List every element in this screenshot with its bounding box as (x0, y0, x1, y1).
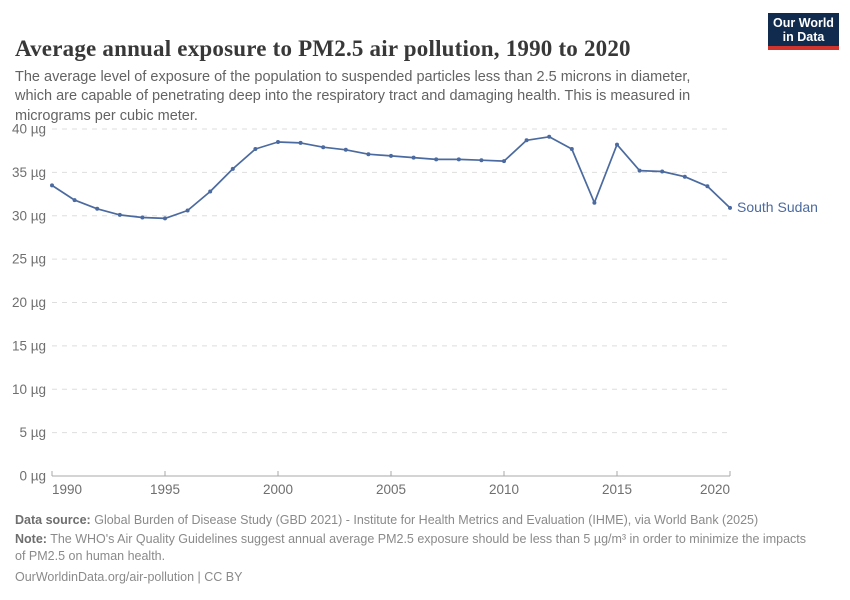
owid-logo-line2: in Data (782, 30, 825, 44)
data-point[interactable] (163, 216, 167, 221)
data-point[interactable] (298, 140, 303, 145)
data-point[interactable] (389, 153, 393, 158)
owid-logo-red-bar (768, 46, 839, 50)
data-point[interactable] (524, 138, 529, 143)
data-point[interactable] (637, 168, 642, 173)
data-point[interactable] (547, 134, 552, 139)
y-tick-label: 20 µg (12, 295, 46, 310)
data-point[interactable] (569, 147, 574, 151)
y-tick-label: 15 µg (12, 338, 46, 353)
x-tick-label: 2010 (489, 482, 519, 497)
data-point[interactable] (705, 184, 710, 189)
note-line: Note: The WHO's Air Quality Guidelines s… (15, 531, 815, 566)
data-point[interactable] (615, 142, 619, 147)
x-tick-label: 2015 (602, 482, 632, 497)
data-point[interactable] (276, 140, 280, 144)
data-point[interactable] (72, 198, 77, 203)
x-tick-label: 2000 (263, 482, 293, 497)
page-title: Average annual exposure to PM2.5 air pol… (15, 36, 631, 62)
data-point[interactable] (592, 200, 597, 205)
chart-subtitle: The average level of exposure of the pop… (15, 68, 691, 124)
data-point[interactable] (411, 155, 416, 160)
owid-logo-text: Our World in Data (768, 13, 839, 46)
y-tick-label: 0 µg (19, 469, 46, 484)
data-point[interactable] (208, 189, 213, 194)
y-tick-label: 10 µg (12, 382, 46, 397)
series-end-label: South Sudan (737, 199, 818, 215)
data-point[interactable] (321, 145, 326, 150)
data-source-text: Global Burden of Disease Study (GBD 2021… (94, 513, 759, 527)
y-tick-label: 30 µg (12, 208, 46, 223)
x-tick-label: 2005 (376, 482, 406, 497)
data-point[interactable] (140, 215, 145, 220)
note-label: Note: (15, 531, 47, 546)
data-source-label: Data source: (15, 513, 91, 527)
data-point[interactable] (366, 152, 371, 157)
data-point[interactable] (728, 205, 732, 210)
data-point[interactable] (434, 157, 439, 162)
x-tick-label: 1995 (150, 482, 180, 497)
data-point[interactable] (230, 166, 235, 171)
data-point[interactable] (95, 206, 100, 211)
y-tick-label: 40 µg (12, 122, 46, 137)
note-text: The WHO's Air Quality Guidelines suggest… (15, 531, 806, 564)
chart-footer: Data source: Global Burden of Disease St… (15, 512, 815, 587)
data-point[interactable] (343, 147, 348, 152)
license-line: OurWorldinData.org/air-pollution | CC BY (15, 569, 243, 584)
x-tick-label: 1990 (52, 482, 82, 497)
data-point[interactable] (456, 157, 461, 162)
owid-logo-line1: Our World (773, 16, 834, 30)
owid-logo: Our World in Data (768, 13, 839, 50)
y-tick-label: 35 µg (12, 165, 46, 180)
data-point[interactable] (502, 159, 506, 164)
data-point[interactable] (660, 169, 665, 174)
y-tick-label: 5 µg (19, 425, 46, 440)
x-tick-label: 2020 (700, 482, 730, 497)
data-source-line: Data source: Global Burden of Disease St… (15, 512, 815, 530)
data-point[interactable] (185, 208, 190, 213)
data-point[interactable] (682, 174, 687, 179)
data-point[interactable] (253, 147, 258, 151)
data-point[interactable] (117, 212, 122, 217)
data-line[interactable] (51, 135, 731, 220)
data-point[interactable] (50, 183, 54, 188)
y-tick-label: 25 µg (12, 252, 46, 267)
data-point[interactable] (479, 158, 484, 163)
